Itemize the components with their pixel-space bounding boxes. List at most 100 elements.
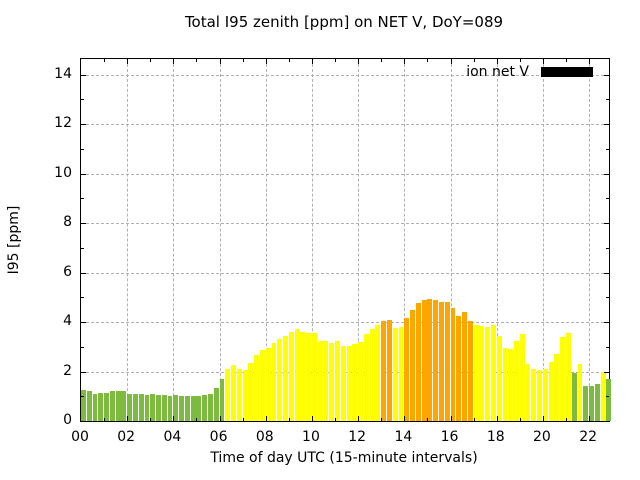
bar-12:30 — [369, 329, 375, 421]
bar-22:00 — [589, 386, 594, 421]
gridline-x-6 — [219, 59, 221, 421]
x-tick-top-7 — [242, 59, 244, 62]
bar-03:00 — [150, 393, 156, 421]
bar-11:45 — [352, 344, 358, 421]
y-tick-right-2 — [604, 371, 609, 373]
bar-00:45 — [98, 392, 104, 421]
x-tick-top-3 — [150, 59, 152, 62]
y-tick-label-12: 12 — [54, 115, 72, 132]
bar-08:30 — [277, 339, 283, 421]
y-tick-label-6: 6 — [63, 263, 72, 280]
x-tick-top-2 — [127, 59, 129, 64]
y-tick-4 — [81, 322, 86, 324]
bar-09:30 — [300, 331, 306, 421]
bar-12:45 — [375, 324, 381, 421]
x-tick-top-13 — [381, 59, 383, 62]
y-tick-right-1 — [606, 396, 609, 398]
y-tick-13 — [81, 99, 84, 101]
x-tick-top-8 — [265, 59, 267, 64]
bar-11:00 — [335, 340, 340, 421]
bar-06:00 — [219, 378, 225, 421]
bar-12:15 — [363, 334, 369, 421]
x-tick-top-21 — [566, 59, 568, 62]
bar-13:15 — [387, 319, 392, 421]
bar-17:00 — [473, 324, 479, 421]
x-tick-top-14 — [404, 59, 406, 64]
y-tick-label-14: 14 — [54, 65, 72, 82]
bar-01:45 — [121, 391, 127, 421]
bar-04:30 — [184, 396, 190, 421]
bar-21:00 — [566, 333, 571, 421]
plot-area: ion net V — [80, 58, 612, 422]
bar-21:30 — [577, 364, 583, 421]
x-tick-label-12: 12 — [348, 429, 367, 445]
gridline-x-20 — [542, 59, 544, 421]
bar-04:00 — [173, 395, 179, 421]
gridline-x-2 — [127, 59, 129, 421]
bar-07:30 — [254, 355, 260, 421]
gridline-x-16 — [450, 59, 452, 421]
bar-19:30 — [531, 369, 537, 421]
x-tick-top-18 — [496, 59, 498, 64]
y-tick-right-3 — [606, 346, 609, 348]
bar-15:30 — [439, 302, 444, 421]
y-tick-label-10: 10 — [54, 164, 72, 181]
bar-20:30 — [554, 354, 560, 421]
x-tick-top-15 — [427, 59, 429, 62]
y-tick-right-11 — [606, 148, 609, 150]
bar-21:45 — [583, 386, 589, 421]
y-tick-9 — [81, 198, 84, 200]
x-tick-14 — [404, 416, 406, 421]
x-tick-3 — [150, 418, 152, 421]
bar-03:15 — [156, 395, 161, 421]
x-tick-10 — [311, 416, 313, 421]
bar-22:15 — [594, 383, 600, 421]
y-tick-8 — [81, 223, 86, 225]
bar-14:15 — [410, 309, 415, 421]
bar-18:30 — [508, 349, 514, 421]
x-tick-5 — [196, 418, 198, 421]
x-tick-top-22 — [589, 59, 591, 64]
x-tick-top-1 — [104, 59, 106, 62]
y-tick-label-8: 8 — [63, 214, 72, 231]
bar-13:30 — [392, 328, 398, 421]
gridline-x-18 — [496, 59, 498, 421]
bar-11:15 — [340, 345, 346, 421]
x-tick-label-22: 22 — [579, 429, 598, 445]
y-tick-right-10 — [604, 173, 609, 175]
bar-11:30 — [346, 345, 352, 421]
bar-01:15 — [109, 391, 115, 421]
x-tick-6 — [219, 416, 221, 421]
bar-08:45 — [283, 335, 288, 421]
x-tick-4 — [173, 416, 175, 421]
x-tick-8 — [265, 416, 267, 421]
bar-15:00 — [427, 298, 433, 421]
gridline-y-6 — [81, 272, 609, 274]
gridline-x-12 — [358, 59, 360, 421]
y-tick-6 — [81, 272, 86, 274]
bar-13:00 — [381, 320, 387, 421]
y-axis-label: I95 [ppm] — [6, 205, 22, 275]
bar-17:30 — [485, 326, 491, 421]
y-tick-right-5 — [606, 297, 609, 299]
bar-04:15 — [179, 396, 185, 421]
bar-08:15 — [271, 343, 277, 421]
bar-03:30 — [161, 395, 167, 421]
bar-14:45 — [421, 299, 427, 421]
bar-12:00 — [358, 341, 364, 421]
bar-16:30 — [462, 312, 467, 421]
x-tick-label-00: 00 — [71, 429, 89, 445]
bar-10:45 — [329, 343, 335, 421]
bar-19:45 — [537, 370, 543, 421]
bar-05:30 — [208, 393, 213, 421]
bar-15:15 — [433, 299, 439, 421]
bar-19:15 — [525, 364, 531, 421]
x-tick-11 — [335, 418, 337, 421]
bar-10:00 — [311, 333, 317, 421]
bar-06:45 — [236, 369, 242, 421]
bar-20:45 — [560, 336, 566, 421]
y-tick-7 — [81, 247, 84, 249]
y-tick-right-6 — [604, 272, 609, 274]
bar-03:45 — [167, 396, 173, 421]
x-tick-label-14: 14 — [394, 429, 413, 445]
